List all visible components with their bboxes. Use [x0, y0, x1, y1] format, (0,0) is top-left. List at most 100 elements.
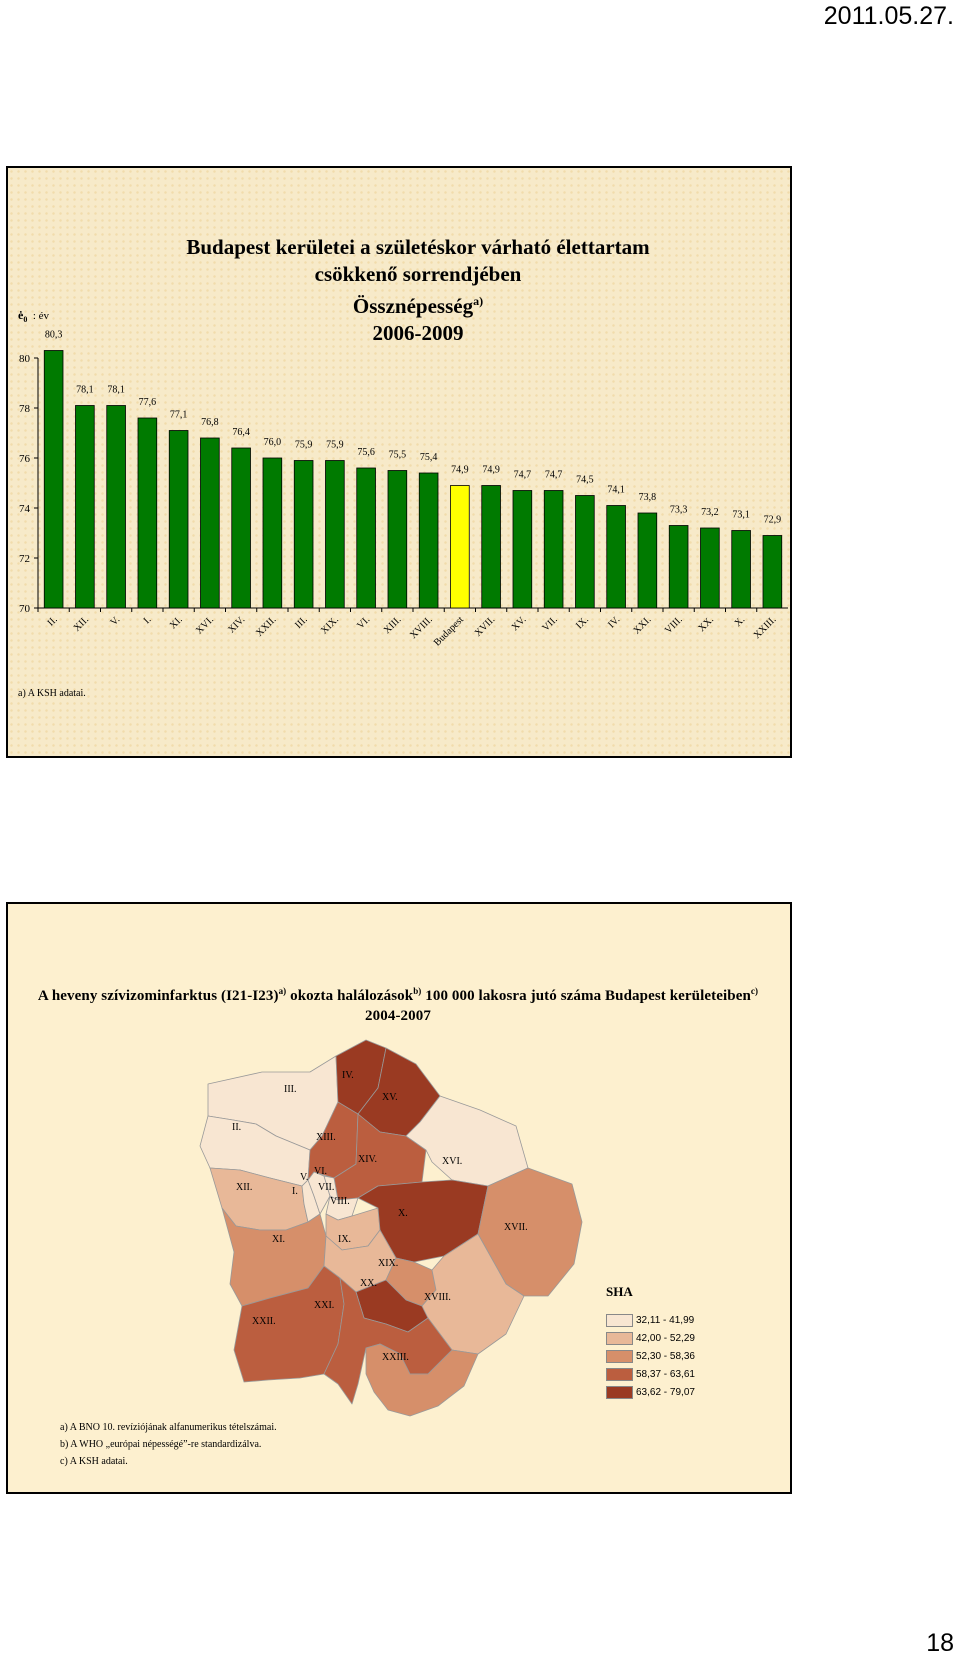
district-label: XXII.: [252, 1316, 276, 1327]
bar-value-label: 78,1: [107, 385, 125, 396]
bar-value-label: 73,3: [670, 505, 688, 516]
district-label: XVIII.: [424, 1292, 451, 1303]
bar-value-label: 77,6: [139, 397, 157, 408]
bar-value-label: 73,8: [639, 492, 657, 503]
map-footnotes: a) A BNO 10. revíziójának alfanumerikus …: [60, 1419, 277, 1470]
bar-value-label: 80,3: [45, 330, 63, 341]
bar-chart-slide: Budapest kerületei a születéskor várható…: [6, 166, 792, 758]
bar-value-label: 72,9: [764, 515, 782, 526]
x-tick-label: XVI.: [194, 614, 216, 636]
bar-XV: [512, 490, 533, 609]
x-tick-label: IV.: [606, 614, 622, 630]
y-tick-label: 74: [19, 503, 31, 515]
legend-label: 52,30 - 58,36: [636, 1351, 695, 1362]
chart-footnote: a) A KSH adatai.: [18, 688, 86, 699]
bar-XIX: [325, 460, 345, 609]
bar-value-label: 75,4: [420, 452, 438, 463]
y-axis-unit: ė0 : év: [18, 308, 50, 325]
x-tick-label: XII.: [72, 614, 91, 633]
bar-XVI: [200, 437, 220, 609]
bar-XXII: [262, 457, 283, 609]
x-tick-label: XXII.: [254, 614, 278, 638]
bar-value-label: 75,5: [389, 450, 407, 461]
x-tick-label: XV.: [510, 614, 529, 633]
map-footnote-a: a) A BNO 10. revíziójának alfanumerikus …: [60, 1422, 277, 1433]
bar-XXI: [637, 512, 658, 609]
district-label: XI.: [272, 1234, 285, 1245]
bar-value-label: 73,1: [732, 510, 750, 521]
district-label: XII.: [236, 1182, 252, 1193]
bar-value-label: 76,8: [201, 417, 219, 428]
chart-title-line1: Budapest kerületei a születéskor várható…: [186, 235, 650, 259]
district-XXIII: [365, 1343, 479, 1417]
legend-swatch: [606, 1350, 633, 1363]
bar-XVIII: [418, 472, 439, 609]
map-legend: SHA 32,11 - 41,99 42,00 - 52,29 52,30 - 58…: [606, 1284, 695, 1402]
bar-IX: [575, 495, 595, 609]
bar-IV: [606, 505, 626, 609]
district-label: IV.: [342, 1070, 354, 1081]
district-label: V.: [300, 1172, 308, 1183]
bar-I: [137, 417, 158, 609]
legend-title: SHA: [606, 1284, 633, 1299]
x-tick-label: XXI.: [631, 614, 653, 636]
bar-XII: [75, 405, 95, 609]
x-tick-label: I.: [142, 614, 154, 626]
legend-label: 42,00 - 52,29: [636, 1333, 695, 1344]
y-tick-label: 72: [19, 553, 30, 565]
bar-value-label: 74,7: [545, 470, 563, 481]
budapest-district-map: IV. XV. III. II. XIII. XIV. XVI. XII. I.V. VI. VII…: [199, 1039, 583, 1417]
bar-XXIII: [762, 535, 783, 609]
bar-XIII: [387, 470, 408, 609]
y-tick-label: 78: [19, 403, 31, 415]
x-tick-label: Budapest: [432, 614, 466, 648]
district-label: XIX.: [378, 1258, 398, 1269]
bar-XI: [168, 430, 189, 609]
legend-swatch: [606, 1386, 633, 1399]
x-tick-label: VII.: [540, 614, 559, 633]
legend-row: 32,11 - 41,99: [606, 1312, 695, 1329]
bar-value-label: 74,7: [514, 470, 532, 481]
x-tick-label: III.: [293, 614, 310, 631]
legend-row: 63,62 - 79,07: [606, 1384, 695, 1401]
bar-XIV: [231, 447, 251, 609]
bar-value-label: 77,1: [170, 410, 188, 421]
bar-chart: 70 72 74 76 78 80 80,3 II. 78,1 XII. 78,1 V. 77,6 I. 7…: [19, 330, 788, 648]
y-tick-label: 76: [19, 453, 31, 465]
district-label: VIII.: [330, 1196, 350, 1207]
district-X: [357, 1179, 489, 1263]
x-tick-label: XI.: [168, 614, 185, 631]
legend-row: 42,00 - 52,29: [606, 1330, 695, 1347]
district-label: XX.: [360, 1278, 377, 1289]
district-label: XXIII.: [382, 1352, 409, 1363]
x-tick-label: XVIII.: [408, 614, 435, 641]
x-tick-label: XVII.: [473, 614, 497, 638]
legend-row: 52,30 - 58,36: [606, 1348, 695, 1365]
district-label: XIV.: [358, 1154, 377, 1165]
bar-value-label: 74,1: [607, 485, 625, 496]
bar-value-label: 73,2: [701, 507, 719, 518]
district-label: XXI.: [314, 1300, 334, 1311]
x-tick-label: II.: [45, 614, 59, 628]
map-title-line1: A heveny szívizominfarktus (I21-I23)a) o…: [37, 986, 759, 1004]
legend-swatch: [606, 1332, 633, 1345]
bar-value-label: 75,9: [295, 440, 313, 451]
bar-value-label: 74,9: [451, 465, 469, 476]
x-tick-label: XXIII.: [752, 614, 779, 641]
x-tick-label: X.: [733, 614, 748, 629]
x-tick-label: IX.: [574, 614, 591, 631]
district-label: I.: [292, 1186, 298, 1197]
y-tick-label: 70: [19, 603, 31, 615]
x-tick-label: VI.: [355, 614, 372, 631]
district-label: III.: [284, 1084, 297, 1095]
legend-swatch: [606, 1314, 633, 1327]
district-label: II.: [232, 1122, 241, 1133]
district-label: XV.: [382, 1092, 398, 1103]
chart-title-line4: 2006-2009: [372, 321, 464, 345]
map-footnote-c: c) A KSH adatai.: [60, 1456, 128, 1467]
bar-value-label: 78,1: [76, 385, 94, 396]
map-title-line2: 2004-2007: [365, 1008, 431, 1024]
x-tick-label: XIV.: [226, 614, 247, 635]
district-label: X.: [398, 1208, 408, 1219]
district-label: VII.: [318, 1182, 334, 1193]
